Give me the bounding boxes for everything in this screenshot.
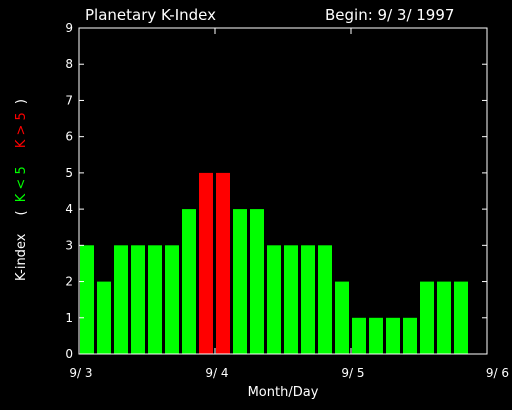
bar-2 (114, 245, 128, 354)
bar-19 (403, 317, 417, 354)
bar-9 (233, 209, 247, 354)
bar-8 (216, 172, 230, 354)
y-axis-legend-red: K > 5 (14, 112, 29, 148)
x-ticks-group: 9/ 3 9/ 4 9/ 5 9/ 6 (69, 28, 509, 380)
y-axis-legend-green: K < 5 (14, 166, 29, 202)
bar-3 (131, 245, 145, 354)
bar-1 (97, 281, 111, 354)
bar-11 (267, 245, 281, 354)
bars-group (80, 172, 468, 354)
y-tick-label-9: 9 (65, 21, 73, 35)
x-tick-label-0: 9/ 3 (69, 366, 92, 380)
bar-10 (250, 209, 264, 354)
y-axis-label-text: K-index ( K < 5 K > 5 ) (14, 99, 29, 281)
chart-title: Planetary K-Index (85, 6, 216, 24)
bar-7 (199, 172, 213, 354)
y-axis-legend-open: ( (14, 210, 29, 215)
bar-14 (318, 245, 332, 354)
bar-15 (335, 281, 349, 354)
y-tick-label-0: 0 (65, 347, 73, 361)
y-tick-label-1: 1 (65, 311, 73, 325)
y-tick-label-7: 7 (65, 93, 73, 107)
y-tick-label-3: 3 (65, 238, 73, 252)
bar-17 (369, 317, 383, 354)
x-tick-label-1: 9/ 4 (205, 366, 228, 380)
chart-subtitle: Begin: 9/ 3/ 1997 (325, 6, 454, 24)
bar-18 (386, 317, 400, 354)
y-tick-label-5: 5 (65, 166, 73, 180)
bar-21 (437, 281, 451, 354)
y-tick-label-6: 6 (65, 130, 73, 144)
y-axis-legend-close: ) (14, 99, 29, 104)
bar-16 (352, 317, 366, 354)
bar-20 (420, 281, 434, 354)
y-ticks-group: 0 1 2 3 4 5 6 7 8 9 (65, 21, 487, 361)
bar-22 (454, 281, 468, 354)
bar-5 (165, 245, 179, 354)
bar-13 (301, 245, 315, 354)
x-tick-label-2: 9/ 5 (341, 366, 364, 380)
bar-0 (80, 245, 94, 354)
bar-6 (182, 209, 196, 354)
x-tick-label-3: 9/ 6 (486, 366, 509, 380)
plot-frame (78, 27, 488, 355)
y-tick-label-4: 4 (65, 202, 73, 216)
bar-4 (148, 245, 162, 354)
y-tick-label-2: 2 (65, 275, 73, 289)
y-axis-label: K-index ( K < 5 K > 5 ) (14, 99, 29, 281)
x-axis-label: Month/Day (248, 385, 319, 400)
y-axis-label-prefix: K-index (14, 233, 29, 281)
bar-12 (284, 245, 298, 354)
y-tick-label-8: 8 (65, 57, 73, 71)
